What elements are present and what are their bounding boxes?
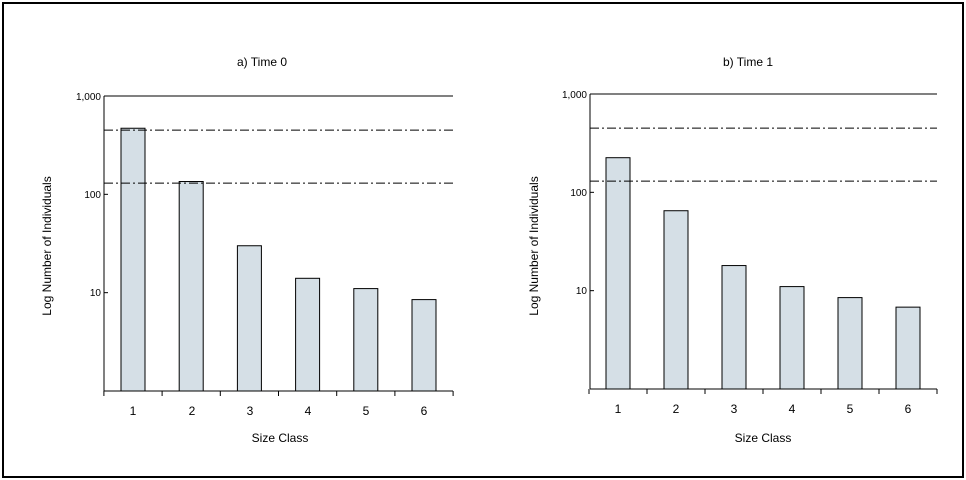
chart-a-title: a) Time 0 — [237, 55, 287, 69]
chart-b-bar — [779, 286, 805, 390]
chart-b-bar — [605, 157, 631, 390]
chart-a-xtick-label: 4 — [305, 404, 312, 418]
panel-a: a) Time 0 Log Number of Individuals Size… — [40, 55, 428, 445]
chart-b-bar — [721, 265, 747, 390]
chart-a-bar — [411, 299, 437, 392]
chart-a-bar — [178, 181, 204, 392]
chart-a-ytick-label: 10 — [90, 288, 102, 299]
chart-b-title: b) Time 1 — [723, 55, 773, 69]
chart-b-ytick-label: 10 — [576, 286, 588, 297]
chart-b-bar — [837, 297, 863, 390]
chart-b-xtick-label: 3 — [731, 402, 738, 416]
chart-b-ytick-label: 1,000 — [562, 90, 587, 101]
chart-b-xtick-label: 5 — [847, 402, 854, 416]
chart-a-xtick-label: 5 — [363, 404, 370, 418]
chart-a-marks — [103, 95, 454, 396]
chart-a-xtick-label: 2 — [189, 404, 196, 418]
chart-b-xtick-label: 6 — [905, 402, 912, 416]
chart-a-ytick-label: 100 — [84, 190, 101, 201]
chart-a-xlabel: Size Class — [252, 431, 309, 445]
chart-a-bar — [236, 245, 262, 392]
chart-b-bar — [663, 210, 689, 390]
panel-b: b) Time 1 Log Number of Individuals Size… — [527, 55, 912, 445]
chart-b-xtick-label: 4 — [789, 402, 796, 416]
chart-b-bar — [895, 306, 921, 390]
chart-a-xtick-label: 6 — [421, 404, 428, 418]
chart-a-bar — [295, 277, 321, 392]
chart-b-ylabel: Log Number of Individuals — [527, 176, 541, 315]
chart-a-bar — [353, 288, 379, 392]
chart-b-xtick-label: 1 — [615, 402, 622, 416]
chart-a-xtick-label: 1 — [130, 404, 137, 418]
chart-b-xtick-label: 2 — [673, 402, 680, 416]
chart-a-bar — [120, 127, 146, 392]
chart-a-ytick-label: 1,000 — [76, 92, 101, 103]
chart-a-ylabel: Log Number of Individuals — [40, 176, 54, 315]
chart-b-marks — [588, 93, 938, 394]
chart-b-ytick-label: 100 — [570, 188, 587, 199]
chart-b-xlabel: Size Class — [735, 431, 792, 445]
chart-a-xtick-label: 3 — [247, 404, 254, 418]
